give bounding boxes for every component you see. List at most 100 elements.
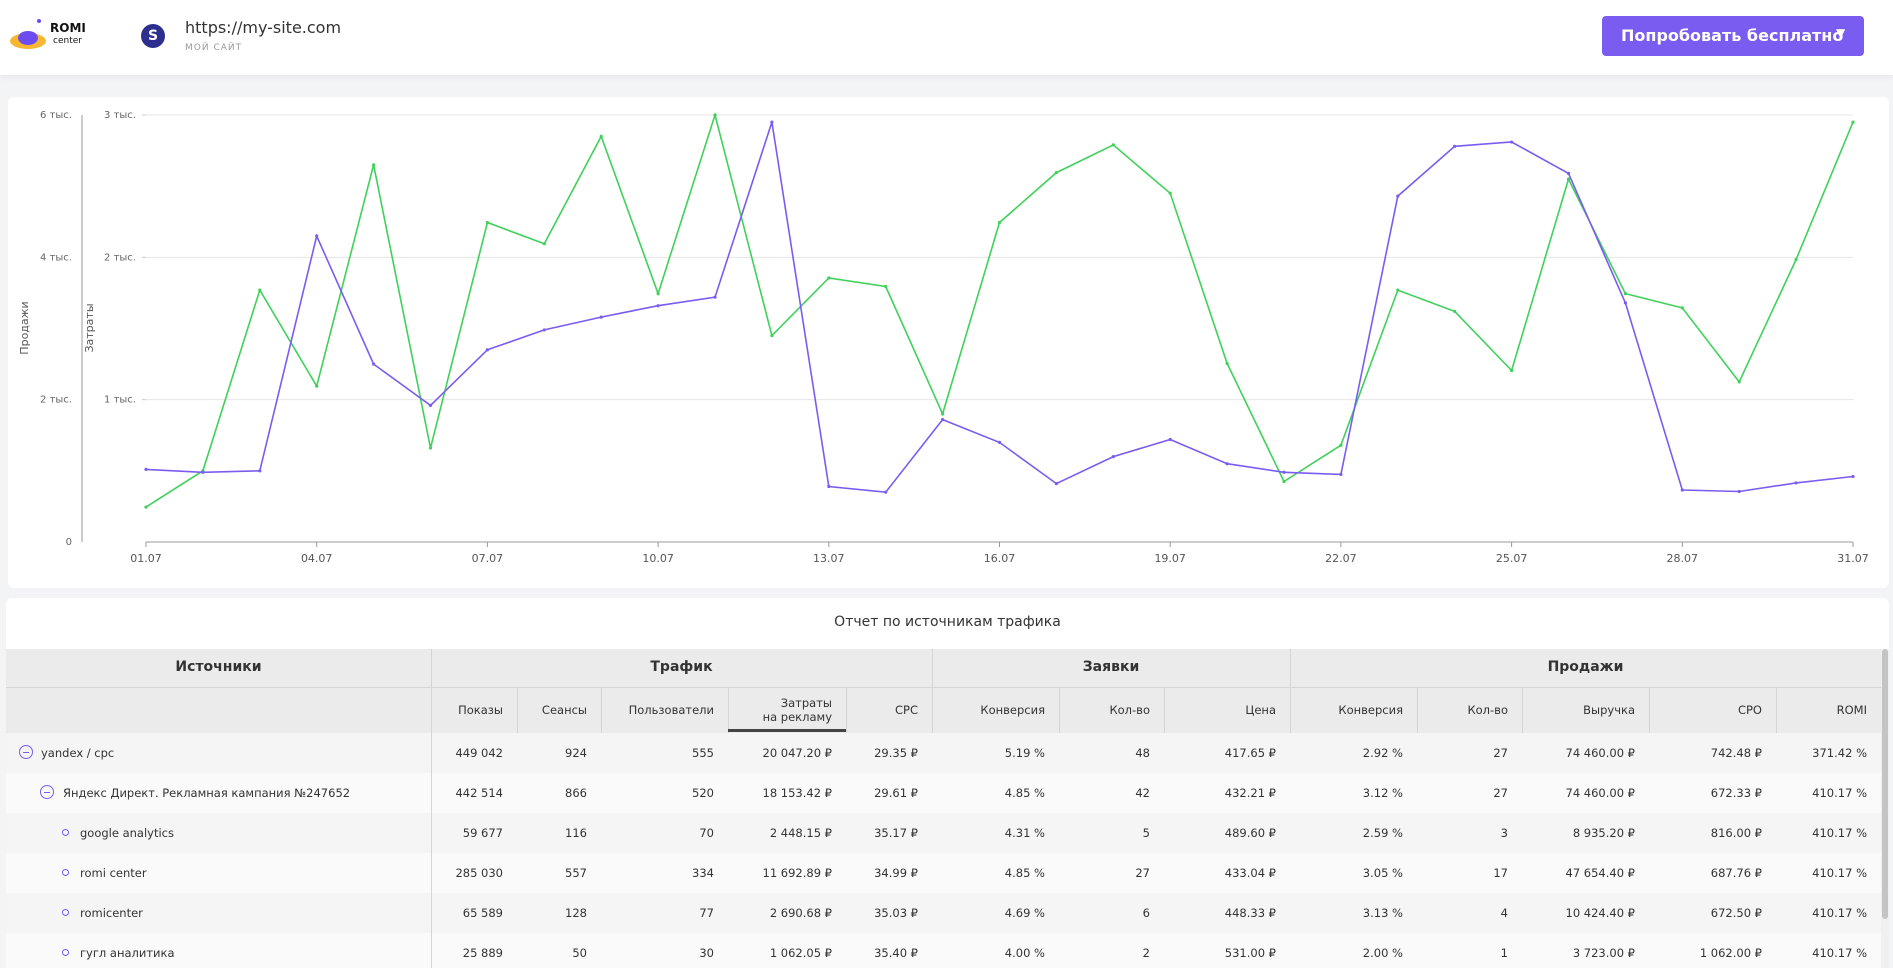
column-border bbox=[517, 687, 518, 733]
table-cell: 30 bbox=[699, 946, 714, 960]
table-cell: 18 153.42 ₽ bbox=[762, 786, 833, 800]
table-cell: 20 047.20 ₽ bbox=[762, 746, 833, 760]
source-divider bbox=[431, 933, 432, 968]
table-cell: 59 677 bbox=[462, 826, 503, 840]
column-header[interactable]: Выручка bbox=[1583, 703, 1635, 717]
table-cell: 5.19 % bbox=[1004, 746, 1045, 760]
column-header[interactable]: Конверсия bbox=[980, 703, 1045, 717]
source-name[interactable]: romi center bbox=[80, 866, 147, 880]
table-cell: 489.60 ₽ bbox=[1224, 826, 1276, 840]
table-cell: 371.42 % bbox=[1812, 746, 1867, 760]
series-point bbox=[1566, 171, 1571, 175]
table-cell: 3 723.00 ₽ bbox=[1572, 946, 1635, 960]
column-header[interactable]: CPC bbox=[895, 703, 918, 717]
column-header[interactable]: Кол-во bbox=[1467, 703, 1508, 717]
table-row bbox=[6, 773, 1881, 813]
row-bullet bbox=[62, 829, 69, 836]
y-tick-label: 6 тыс. bbox=[40, 110, 72, 121]
table-cell: 27 bbox=[1493, 746, 1508, 760]
table-cell: 2.59 % bbox=[1362, 826, 1403, 840]
source-name[interactable]: Яндекс Директ. Рекламная кампания №24765… bbox=[63, 786, 351, 800]
column-header[interactable]: Затраты на рекламу bbox=[762, 696, 832, 724]
table-cell: 3.13 % bbox=[1362, 906, 1403, 920]
series-point bbox=[1339, 443, 1343, 447]
series-point bbox=[1794, 481, 1798, 485]
logo-title: ROMI bbox=[50, 21, 86, 35]
column-header[interactable]: Конверсия bbox=[1338, 703, 1403, 717]
y2-tick-label: 1 тыс. bbox=[104, 395, 136, 406]
column-border bbox=[1776, 687, 1777, 733]
column-header[interactable]: Кол-во bbox=[1109, 703, 1150, 717]
series-point bbox=[1851, 474, 1855, 479]
row-bullet bbox=[62, 869, 69, 876]
table-cell: 4.00 % bbox=[1004, 946, 1045, 960]
table-cell: 557 bbox=[565, 866, 587, 880]
column-header[interactable]: Сеансы bbox=[541, 703, 587, 717]
table-cell: 448.33 ₽ bbox=[1224, 906, 1276, 920]
column-border bbox=[932, 687, 933, 733]
series-point bbox=[315, 234, 319, 238]
table-cell: 742.48 ₽ bbox=[1710, 746, 1762, 760]
y-tick-label: 0 bbox=[66, 537, 72, 548]
table-cell: 4.69 % bbox=[1004, 906, 1045, 920]
column-header[interactable]: CPO bbox=[1737, 703, 1762, 717]
table-cell: 50 bbox=[572, 946, 587, 960]
series-point bbox=[1396, 288, 1400, 292]
table-cell: 4 bbox=[1500, 906, 1508, 920]
table-cell: 433.04 ₽ bbox=[1224, 866, 1276, 880]
logo[interactable]: ROMI center bbox=[6, 14, 88, 56]
logo-subtitle: center bbox=[53, 36, 82, 46]
series-point bbox=[884, 490, 888, 494]
table-card: Отчет по источникам трафика Источники Траф… bbox=[6, 598, 1889, 968]
table-cell: 74 460.00 ₽ bbox=[1565, 786, 1636, 800]
column-border bbox=[728, 687, 729, 733]
table-cell: 3.12 % bbox=[1362, 786, 1403, 800]
table-cell: 449 042 bbox=[455, 746, 503, 760]
collapse-icon[interactable] bbox=[40, 785, 54, 799]
source-name[interactable]: yandex / cpc bbox=[41, 746, 115, 760]
y-tick-label: 2 тыс. bbox=[40, 395, 72, 406]
table-cell: 4.31 % bbox=[1004, 826, 1045, 840]
table-cell: 27 bbox=[1135, 866, 1150, 880]
collapse-icon[interactable] bbox=[19, 745, 33, 759]
table-cell: 6 bbox=[1142, 906, 1150, 920]
table-cell: 1 062.00 ₽ bbox=[1699, 946, 1762, 960]
series-point bbox=[1566, 177, 1571, 181]
group-border bbox=[431, 649, 432, 733]
series-point bbox=[770, 334, 774, 338]
table-cell: 3 bbox=[1500, 826, 1508, 840]
table-cell: 1 bbox=[1500, 946, 1508, 960]
table-cell: 555 bbox=[692, 746, 714, 760]
source-name[interactable]: гугл аналитика bbox=[80, 946, 175, 960]
sort-indicator bbox=[728, 729, 846, 732]
series-point bbox=[1737, 380, 1741, 384]
series-point bbox=[1453, 144, 1457, 148]
x-tick-label: 10.07 bbox=[642, 552, 674, 565]
series-point bbox=[884, 284, 888, 289]
site-url[interactable]: https://my-site.com bbox=[185, 18, 342, 37]
column-header[interactable]: Пользователи bbox=[628, 703, 714, 717]
series-point bbox=[827, 484, 831, 489]
column-header[interactable]: Цена bbox=[1245, 703, 1276, 717]
series-point bbox=[1054, 482, 1058, 486]
column-header[interactable]: ROMI bbox=[1836, 703, 1867, 717]
table-row bbox=[6, 853, 1881, 893]
x-tick-label: 19.07 bbox=[1154, 552, 1186, 565]
column-border bbox=[1649, 687, 1650, 733]
source-name[interactable]: google analytics bbox=[80, 826, 174, 840]
table-cell: 4.85 % bbox=[1004, 786, 1045, 800]
table-cell: 2.92 % bbox=[1362, 746, 1403, 760]
series-point bbox=[428, 446, 433, 450]
scrollbar-thumb[interactable] bbox=[1882, 649, 1888, 919]
table-cell: 410.17 % bbox=[1812, 866, 1867, 880]
try-button[interactable]: Попробовать бесплатно ▼ bbox=[1602, 16, 1864, 56]
table-cell: 2.00 % bbox=[1362, 946, 1403, 960]
group-header: Трафик bbox=[650, 659, 713, 675]
column-header[interactable]: Показы bbox=[458, 703, 503, 717]
table-cell: 27 bbox=[1493, 786, 1508, 800]
series-point bbox=[997, 220, 1002, 225]
source-divider bbox=[431, 813, 432, 853]
x-tick-label: 16.07 bbox=[984, 552, 1016, 565]
source-name[interactable]: romicenter bbox=[80, 906, 143, 920]
series-point bbox=[1737, 489, 1741, 494]
